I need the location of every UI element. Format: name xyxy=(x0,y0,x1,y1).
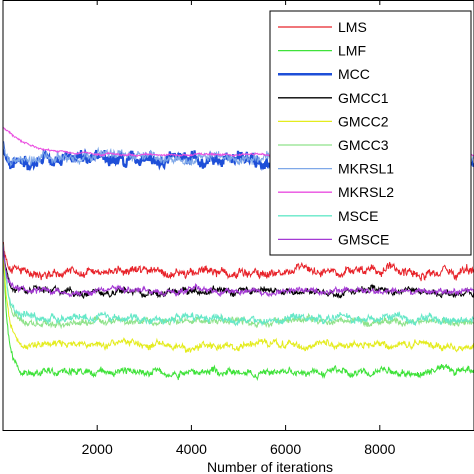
legend-label-mkrsl2: MKRSL2 xyxy=(338,184,394,200)
x-axis-label: Number of iterations xyxy=(207,459,333,474)
legend: LMS LMF MCC GMCC1 GMCC2 GMCC3 MKRSL1 MKRSL2 MSCE… xyxy=(269,10,472,256)
series-line-lms xyxy=(3,241,474,282)
x-tick-label: 2000 xyxy=(82,441,113,457)
x-tick-label: 4000 xyxy=(176,441,207,457)
plot-frame xyxy=(2,0,474,431)
legend-label-gmcc2: GMCC2 xyxy=(338,113,389,129)
legend-label-gmsce: GMSCE xyxy=(338,231,389,247)
x-tick-label: 8000 xyxy=(364,441,395,457)
legend-label-gmcc3: GMCC3 xyxy=(338,137,389,153)
legend-label-mcc: MCC xyxy=(338,66,370,82)
series-line-msce xyxy=(3,242,474,327)
legend-box xyxy=(269,10,472,256)
legend-label-lms: LMS xyxy=(338,19,367,35)
series-line-lmf xyxy=(3,244,474,382)
series-line-gmsce xyxy=(3,243,474,298)
legend-label-msce: MSCE xyxy=(338,208,378,224)
legend-label-gmcc1: GMCC1 xyxy=(338,90,389,106)
series-line-gmcc3 xyxy=(3,243,474,330)
series-line-gmcc2 xyxy=(3,242,474,353)
series-layer xyxy=(3,126,474,382)
legend-label-mkrsl1: MKRSL1 xyxy=(338,161,394,177)
x-ticks: 2000 4000 6000 8000 xyxy=(82,0,396,457)
legend-label-lmf: LMF xyxy=(338,43,366,59)
x-tick-label: 6000 xyxy=(270,441,301,457)
